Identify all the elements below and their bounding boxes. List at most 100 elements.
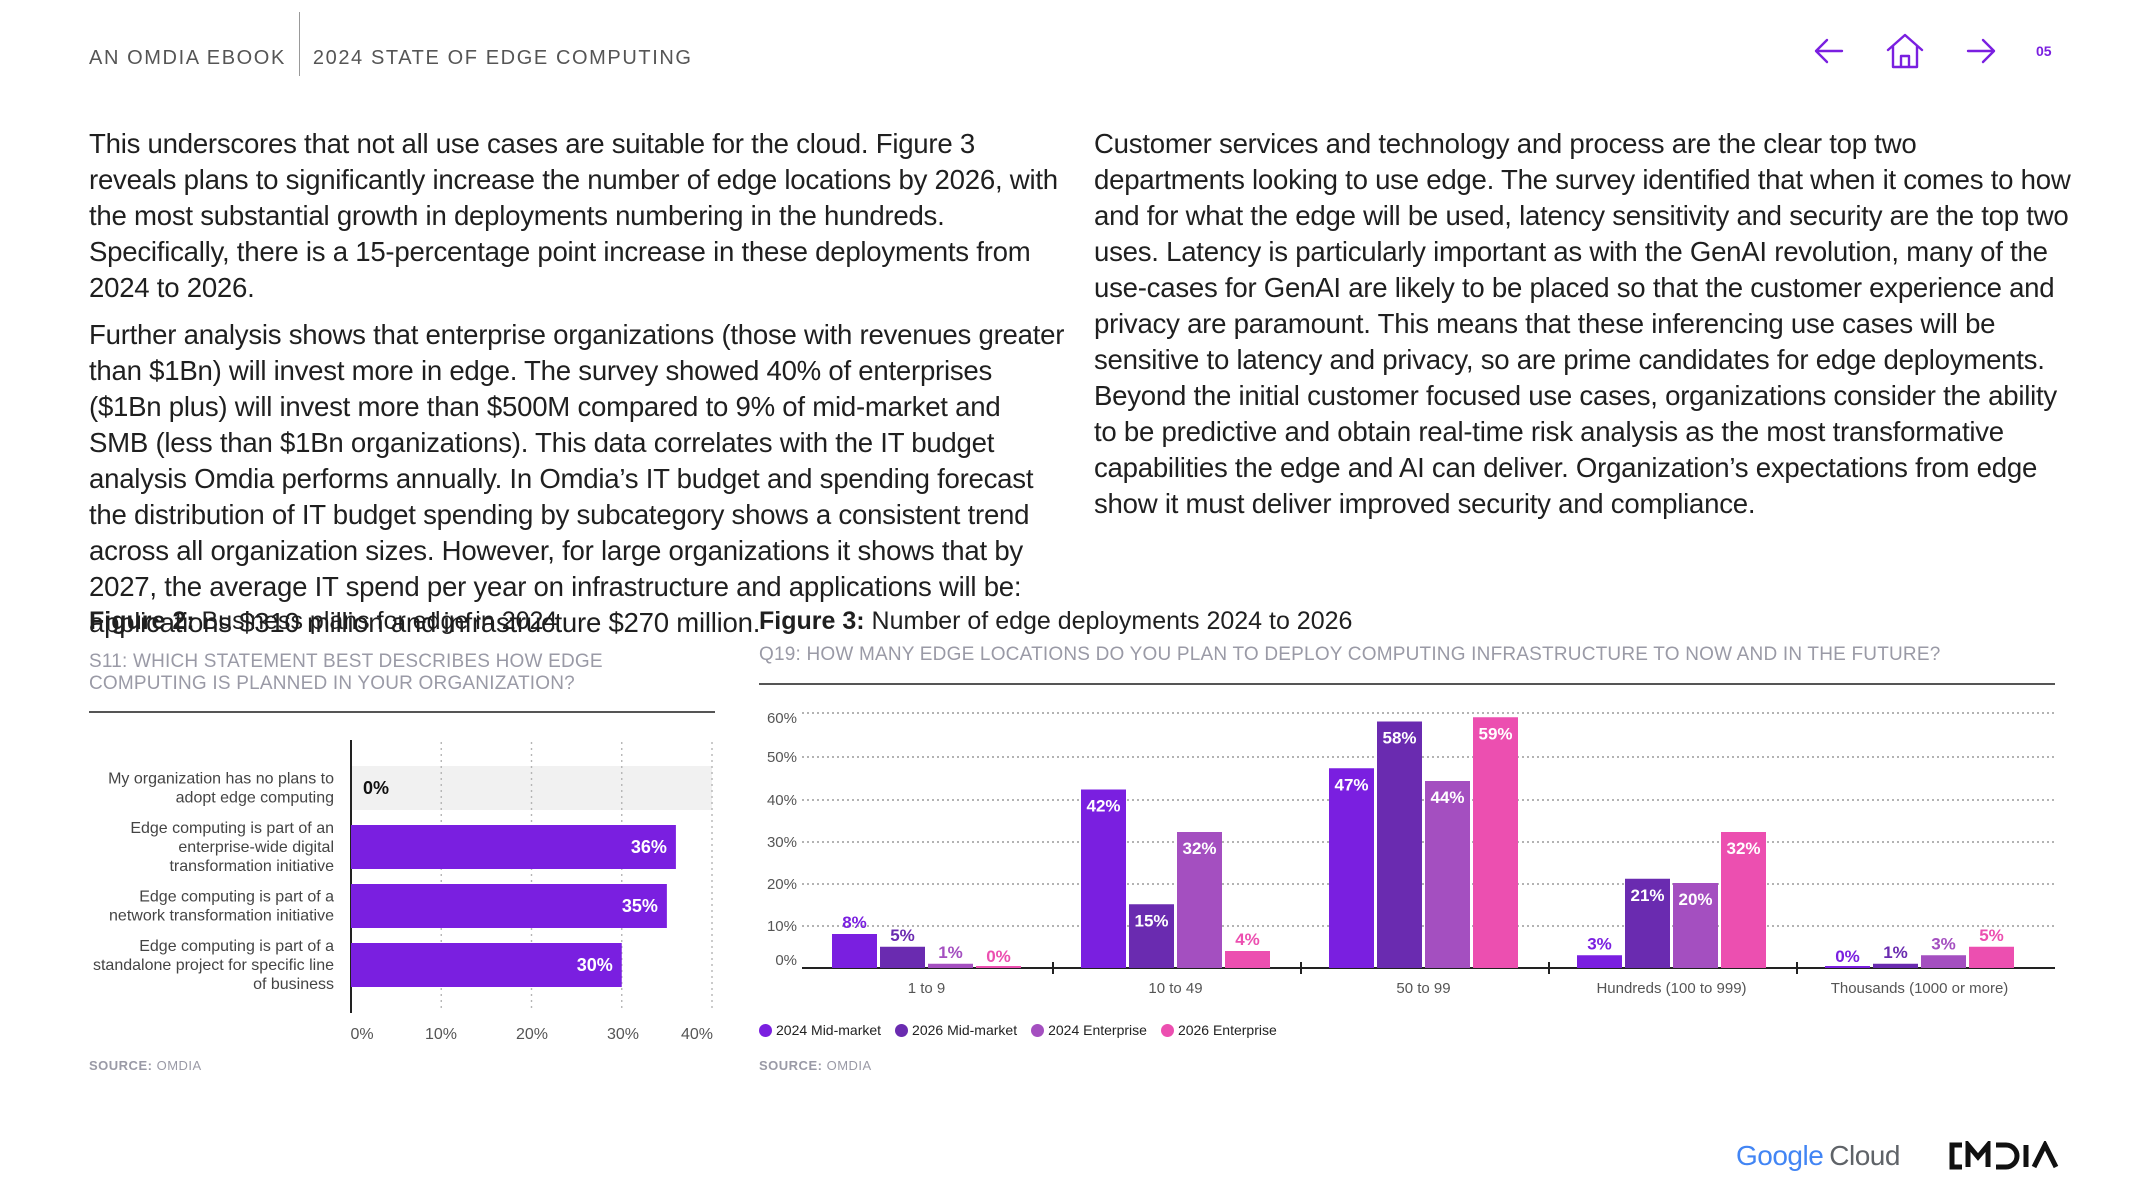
x-tick-label: 0% bbox=[350, 1026, 373, 1043]
legend-item-2026-mid-market: 2026 Mid-market bbox=[895, 1022, 1017, 1038]
bar-value-label: 32% bbox=[1182, 839, 1216, 858]
category-label: Thousands (1000 or more) bbox=[1831, 980, 2009, 997]
bar-value-label: 0% bbox=[1835, 947, 1860, 966]
footer-logos: Google Cloud bbox=[1736, 1140, 2066, 1172]
forward-button[interactable] bbox=[1960, 30, 2002, 72]
category-label: 1 to 9 bbox=[908, 980, 946, 997]
y-tick-label: 40% bbox=[767, 792, 797, 809]
figure2-source: SOURCE: OMDIA bbox=[89, 1058, 202, 1073]
x-tick-label: 40% bbox=[681, 1026, 713, 1043]
category-label: adopt edge computing bbox=[176, 790, 334, 807]
bar bbox=[928, 963, 973, 968]
figure3-legend: 2024 Mid-market 2026 Mid-market 2024 Ent… bbox=[759, 1022, 1291, 1038]
bar bbox=[1577, 955, 1622, 968]
bar bbox=[1081, 789, 1126, 968]
bar-value-label: 0% bbox=[986, 947, 1011, 966]
legend-item-2024-mid-market: 2024 Mid-market bbox=[759, 1022, 881, 1038]
left-paragraph-2: Further analysis shows that enterprise o… bbox=[89, 319, 1065, 638]
bar-value-label: 21% bbox=[1630, 886, 1664, 905]
bar-value-label: 42% bbox=[1086, 797, 1120, 816]
figure3-title: Figure 3: Number of edge deployments 202… bbox=[759, 607, 1352, 636]
figure2-chart: 0% My organization has no plans to adopt e… bbox=[93, 740, 713, 1043]
page-number: 05 bbox=[2036, 43, 2052, 59]
ebook-title: 2024 STATE OF EDGE COMPUTING bbox=[312, 46, 693, 69]
header-divider bbox=[298, 12, 300, 76]
bar bbox=[1177, 832, 1222, 968]
left-text-column: This underscores that not all use cases … bbox=[89, 126, 1065, 652]
bar bbox=[976, 966, 1021, 968]
bar bbox=[880, 946, 925, 968]
bar bbox=[1625, 878, 1670, 968]
arrow-right-icon bbox=[1966, 38, 1996, 64]
bar bbox=[1969, 946, 2014, 968]
category-label: network transformation initiative bbox=[109, 908, 334, 925]
bar bbox=[1921, 955, 1966, 968]
bar-value-label: 0% bbox=[363, 778, 389, 798]
y-tick-label: 0% bbox=[775, 952, 797, 969]
bar-value-label: 8% bbox=[842, 913, 867, 932]
legend-dot bbox=[1160, 1023, 1174, 1037]
bar-value-label: 44% bbox=[1430, 788, 1464, 807]
home-button[interactable] bbox=[1884, 30, 1926, 72]
legend-label: 2026 Enterprise bbox=[1177, 1022, 1277, 1038]
figure2-question: S11: WHICH STATEMENT BEST DESCRIBES HOW … bbox=[89, 651, 603, 694]
bar-value-label: 3% bbox=[1931, 934, 1956, 953]
bar-value-label: 30% bbox=[577, 955, 613, 975]
figure2-label: Figure 2: bbox=[89, 607, 195, 635]
omdia-logo bbox=[1949, 1141, 2059, 1170]
figure3-title-text: Number of edge deployments 2024 to 2026 bbox=[871, 607, 1353, 635]
bar-value-label: 32% bbox=[1726, 839, 1760, 858]
figure3-source-label: SOURCE: bbox=[759, 1058, 823, 1073]
right-text-column: Customer services and technology and pro… bbox=[1094, 126, 2074, 533]
figure2-source-label: SOURCE: bbox=[89, 1058, 153, 1073]
figure2-title: Figure 2: Business plans for edge in 202… bbox=[89, 607, 557, 636]
bar-value-label: 35% bbox=[622, 896, 658, 916]
bar-value-label: 5% bbox=[890, 926, 915, 945]
page-header: AN OMDIA EBOOK 2024 STATE OF EDGE COMPUT… bbox=[89, 12, 693, 78]
x-tick-label: 30% bbox=[607, 1026, 639, 1043]
category-label: 10 to 49 bbox=[1148, 980, 1202, 997]
bar bbox=[1425, 781, 1470, 968]
category-label: My organization has no plans to bbox=[108, 771, 334, 788]
figure2-title-text: Business plans for edge in 2024 bbox=[201, 607, 558, 635]
legend-dot bbox=[759, 1023, 772, 1037]
category-label: 50 to 99 bbox=[1396, 980, 1450, 997]
bar-value-label: 1% bbox=[938, 943, 963, 962]
bar bbox=[351, 943, 622, 987]
bar bbox=[1873, 963, 1918, 968]
y-tick-label: 30% bbox=[767, 834, 797, 851]
right-paragraph-1: Customer services and technology and pro… bbox=[1094, 128, 2071, 519]
back-button[interactable] bbox=[1808, 30, 1850, 72]
bar-value-label: 3% bbox=[1587, 934, 1612, 953]
x-tick-label: 10% bbox=[425, 1026, 457, 1043]
bar bbox=[351, 825, 676, 869]
category-label: enterprise-wide digital bbox=[178, 839, 334, 856]
bar bbox=[1473, 717, 1518, 968]
bar-value-label: 58% bbox=[1382, 729, 1416, 748]
category-label: Hundreds (100 to 999) bbox=[1596, 980, 1746, 997]
bar-value-label: 1% bbox=[1883, 943, 1908, 962]
legend-dot bbox=[1031, 1023, 1045, 1037]
bar bbox=[832, 934, 877, 968]
category-label: of business bbox=[253, 976, 334, 993]
bar-value-label: 4% bbox=[1235, 930, 1260, 949]
category-label: Edge computing is part of an bbox=[130, 820, 334, 837]
figure3-source-value: OMDIA bbox=[826, 1058, 872, 1073]
legend-label: 2026 Mid-market bbox=[912, 1022, 1018, 1038]
category-label: transformation initiative bbox=[169, 858, 334, 875]
bar bbox=[1377, 721, 1422, 968]
legend-item-2026-enterprise: 2026 Enterprise bbox=[1160, 1022, 1277, 1038]
bar-value-label: 5% bbox=[1979, 926, 2004, 945]
legend-label: 2024 Enterprise bbox=[1048, 1022, 1147, 1038]
bar-value-label: 36% bbox=[631, 837, 667, 857]
figure2-rule bbox=[89, 711, 715, 713]
legend-label: 2024 Mid-market bbox=[776, 1022, 882, 1038]
bar bbox=[1673, 883, 1718, 968]
bar bbox=[1225, 951, 1270, 968]
y-tick-label: 60% bbox=[767, 710, 797, 727]
bar-value-label: 59% bbox=[1478, 724, 1512, 743]
bar bbox=[351, 884, 667, 928]
category-label: Edge computing is part of a bbox=[139, 889, 334, 906]
figure3-question: Q19: HOW MANY EDGE LOCATIONS DO YOU PLAN… bbox=[759, 644, 1941, 665]
y-tick-label: 50% bbox=[767, 749, 797, 766]
